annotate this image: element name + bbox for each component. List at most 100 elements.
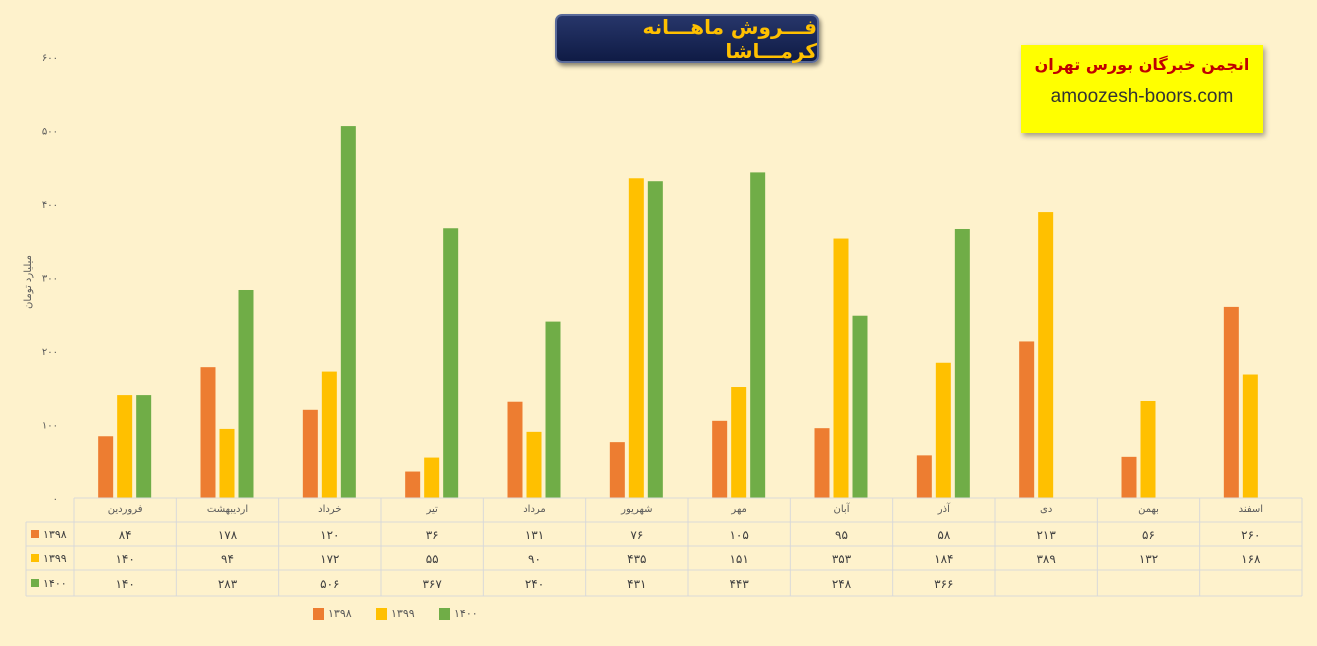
bar (443, 228, 459, 498)
brand-box: انجمن خبرگان بورس تهران amoozesh-boors.c… (1021, 45, 1263, 133)
y-tick-label: ۰ (53, 494, 58, 505)
category-label: شهریور (620, 504, 652, 515)
brand-url: amoozesh-boors.com (1050, 86, 1234, 107)
bar (852, 315, 868, 498)
category-label: مرداد (523, 504, 546, 515)
bar (136, 395, 152, 498)
table-value: ۲۴۸ (832, 577, 852, 591)
table-value: ۳۸۹ (1036, 552, 1055, 566)
bar (340, 126, 356, 498)
table-value: ۱۵۱ (729, 552, 748, 566)
bar (750, 172, 766, 498)
table-series-name: ۱۳۹۸ (43, 528, 67, 541)
table-value: ۱۲۰ (320, 528, 339, 542)
category-label: تیر (426, 504, 439, 515)
bar (1223, 306, 1239, 498)
bar (628, 178, 644, 498)
bar (1121, 456, 1137, 498)
table-legend-key (31, 530, 39, 538)
category-label: فروردین (108, 504, 143, 515)
bar (935, 362, 951, 498)
chart-title-banner: فـــروش ماهـــانه کرمـــاشا (555, 14, 819, 63)
y-tick-label: ۳۰۰ (42, 274, 58, 285)
legend-label: ۱۳۹۹ (391, 607, 415, 620)
table-legend-key (31, 579, 39, 587)
table-value: ۲۴۰ (525, 577, 544, 591)
bar (833, 238, 849, 499)
table-value: ۵۸ (937, 528, 950, 542)
table-value: ۴۳۱ (627, 577, 646, 591)
bar (405, 471, 421, 498)
bar (219, 428, 235, 498)
bar (1140, 400, 1156, 498)
bar (117, 395, 133, 498)
legend-label: ۱۴۰۰ (454, 607, 478, 620)
table-value: ۸۴ (119, 528, 132, 542)
table-value: ۹۵ (835, 528, 848, 542)
bar (238, 289, 254, 498)
table-value: ۷۶ (630, 528, 643, 542)
table-value: ۳۶۶ (934, 577, 953, 591)
bar (609, 442, 625, 498)
legend-swatch (313, 608, 324, 620)
table-value: ۳۵۳ (832, 552, 852, 566)
category-label: دی (1040, 504, 1052, 515)
bar (814, 428, 830, 498)
table-value: ۱۳۱ (525, 528, 544, 542)
bar (424, 457, 440, 498)
table-value: ۳۶ (426, 528, 439, 542)
bar (507, 401, 523, 498)
y-tick-label: ۱۰۰ (42, 421, 58, 432)
table-value: ۹۰ (528, 552, 541, 566)
category-label: مهر (730, 504, 746, 515)
bar (647, 181, 663, 498)
bar (712, 420, 728, 498)
y-tick-label: ۵۰۰ (42, 127, 58, 138)
category-label: اسفند (1239, 504, 1263, 515)
legend-label: ۱۳۹۸ (328, 607, 352, 620)
y-axis-title: میلیارد تومان (23, 255, 34, 309)
table-series-name: ۱۴۰۰ (43, 577, 67, 590)
bar (302, 409, 318, 498)
category-label: خرداد (318, 504, 341, 515)
table-value: ۱۶۸ (1241, 552, 1261, 566)
category-label: اردیبهشت (207, 504, 248, 515)
chart-title: فـــروش ماهـــانه کرمـــاشا (642, 14, 817, 63)
y-tick-label: ۶۰۰ (42, 53, 58, 64)
table-value: ۹۴ (221, 552, 234, 566)
y-tick-label: ۴۰۰ (42, 200, 58, 211)
bar (1019, 341, 1035, 498)
bar (526, 431, 542, 498)
category-label: آذر (937, 502, 951, 515)
legend-swatch (439, 608, 450, 620)
table-value: ۱۷۲ (320, 552, 339, 566)
category-label: بهمن (1138, 504, 1159, 515)
bar (1038, 212, 1054, 498)
bar (731, 387, 747, 498)
table-value: ۴۳۵ (627, 552, 646, 566)
table-value: ۳۶۷ (422, 577, 442, 591)
table-value: ۱۷۸ (218, 528, 238, 542)
legend-swatch (376, 608, 387, 620)
table-legend-key (31, 554, 39, 562)
table-value: ۴۴۳ (729, 577, 749, 591)
table-value: ۱۳۲ (1139, 552, 1158, 566)
table-value: ۲۶۰ (1241, 528, 1260, 542)
brand-name: انجمن خبرگان بورس تهران (1034, 55, 1250, 74)
table-value: ۱۸۴ (934, 552, 953, 566)
bar (1242, 374, 1258, 498)
table-value: ۵۵ (426, 552, 439, 566)
table-value: ۵۶ (1142, 528, 1155, 542)
table-value: ۱۴۰ (115, 552, 134, 566)
table-value: ۲۱۳ (1036, 528, 1056, 542)
bar (321, 371, 337, 498)
bar (545, 321, 561, 498)
category-label: آبان (834, 502, 851, 515)
table-series-name: ۱۳۹۹ (43, 552, 67, 565)
table-value: ۵۰۶ (320, 577, 339, 591)
bar (200, 367, 216, 498)
bar (98, 436, 114, 498)
table-value: ۲۸۳ (218, 577, 238, 591)
bar (954, 228, 970, 499)
